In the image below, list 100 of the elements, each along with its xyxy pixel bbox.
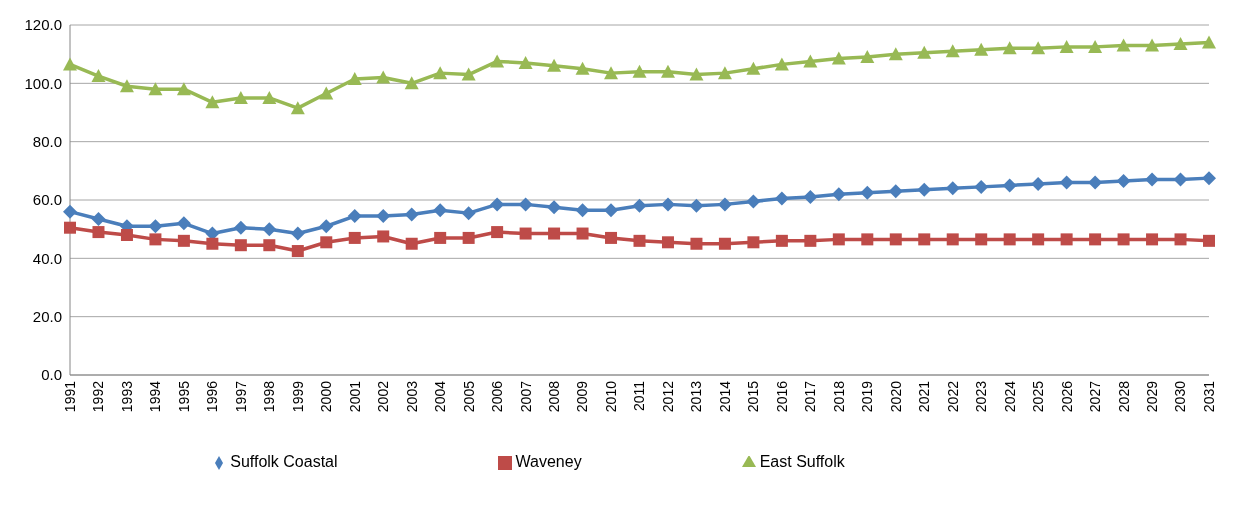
legend-label: East Suffolk bbox=[759, 453, 845, 470]
point bbox=[461, 206, 476, 221]
x-tick-label: 1995 bbox=[175, 380, 192, 413]
x-tick-label: 2008 bbox=[546, 380, 563, 413]
point bbox=[433, 66, 448, 80]
point bbox=[1002, 178, 1017, 193]
point bbox=[404, 207, 419, 222]
point bbox=[831, 51, 846, 65]
x-tick-label: 2004 bbox=[432, 380, 449, 413]
x-tick-label: 2021 bbox=[916, 380, 933, 413]
x-tick-label: 2023 bbox=[973, 380, 990, 413]
x-tick-label: 2001 bbox=[346, 380, 363, 413]
point bbox=[376, 70, 391, 84]
point bbox=[774, 191, 789, 206]
point bbox=[176, 82, 191, 96]
point bbox=[860, 185, 875, 200]
point bbox=[860, 50, 875, 64]
point bbox=[234, 239, 247, 252]
point bbox=[1060, 233, 1073, 246]
point bbox=[1059, 175, 1074, 190]
point bbox=[1032, 233, 1045, 246]
point bbox=[632, 198, 647, 213]
point bbox=[974, 179, 989, 194]
point bbox=[605, 231, 618, 244]
point bbox=[461, 67, 476, 81]
x-tick-label: 2017 bbox=[802, 380, 819, 413]
x-tick-label: 2027 bbox=[1087, 380, 1104, 413]
point bbox=[347, 71, 362, 85]
x-tick-label: 2010 bbox=[602, 380, 619, 413]
point bbox=[576, 227, 589, 240]
x-tick-label: 2028 bbox=[1115, 380, 1132, 413]
x-tick-label: 2025 bbox=[1030, 380, 1047, 413]
point bbox=[746, 194, 761, 209]
point bbox=[917, 45, 932, 59]
y-tick-label: 100.0 bbox=[24, 74, 62, 92]
point bbox=[1002, 41, 1017, 55]
point bbox=[661, 236, 674, 249]
point bbox=[519, 227, 532, 240]
point bbox=[348, 231, 361, 244]
x-tick-label: 2009 bbox=[574, 380, 591, 413]
point bbox=[946, 233, 959, 246]
point bbox=[575, 203, 590, 218]
point bbox=[206, 237, 219, 250]
point bbox=[717, 66, 732, 80]
point bbox=[290, 226, 305, 241]
point bbox=[975, 233, 988, 246]
point bbox=[91, 69, 106, 83]
point bbox=[747, 236, 760, 249]
x-tick-label: 2022 bbox=[944, 380, 961, 413]
x-tick-label: 2013 bbox=[688, 380, 705, 413]
point bbox=[1031, 41, 1046, 55]
point bbox=[320, 236, 333, 249]
point bbox=[462, 231, 475, 244]
point bbox=[690, 237, 703, 250]
point bbox=[205, 95, 220, 109]
point bbox=[347, 209, 362, 224]
x-tick-label: 2018 bbox=[830, 380, 847, 413]
point bbox=[291, 245, 304, 258]
point bbox=[149, 233, 162, 246]
point bbox=[689, 198, 704, 213]
point bbox=[148, 82, 163, 96]
x-tick-label: 2014 bbox=[716, 380, 733, 413]
x-tick-label: 2005 bbox=[460, 380, 477, 413]
point bbox=[831, 187, 846, 202]
x-tick-label: 1992 bbox=[90, 380, 107, 413]
x-tick-label: 2003 bbox=[403, 380, 420, 413]
x-tick-label: 1997 bbox=[232, 380, 249, 413]
point bbox=[1059, 39, 1074, 53]
point bbox=[405, 237, 418, 250]
point bbox=[1031, 176, 1046, 191]
x-tick-label: 1996 bbox=[204, 380, 221, 413]
point bbox=[604, 203, 619, 218]
point bbox=[717, 197, 732, 212]
point bbox=[176, 216, 191, 231]
point bbox=[1088, 39, 1103, 53]
x-tick-label: 2015 bbox=[745, 380, 762, 413]
point bbox=[917, 182, 932, 197]
point bbox=[547, 58, 562, 72]
x-tick-label: 1993 bbox=[118, 380, 135, 413]
point bbox=[233, 90, 248, 104]
legend-label: Suffolk Coastal bbox=[230, 453, 338, 470]
point bbox=[1173, 36, 1188, 50]
point bbox=[177, 234, 190, 247]
point bbox=[490, 54, 505, 68]
point bbox=[491, 226, 504, 239]
point bbox=[434, 231, 447, 244]
point bbox=[774, 57, 789, 71]
point bbox=[918, 233, 931, 246]
point bbox=[490, 197, 505, 212]
point bbox=[689, 67, 704, 81]
point bbox=[1174, 233, 1187, 246]
point bbox=[63, 57, 77, 71]
x-tick-label: 2016 bbox=[773, 380, 790, 413]
point bbox=[803, 54, 818, 68]
x-tick-label: 1998 bbox=[261, 380, 278, 413]
point bbox=[604, 66, 619, 80]
x-tick-label: 2007 bbox=[517, 380, 534, 413]
y-tick-label: 120.0 bbox=[24, 16, 62, 34]
x-tick-label: 2029 bbox=[1143, 380, 1160, 413]
x-tick-label: 2020 bbox=[887, 380, 904, 413]
